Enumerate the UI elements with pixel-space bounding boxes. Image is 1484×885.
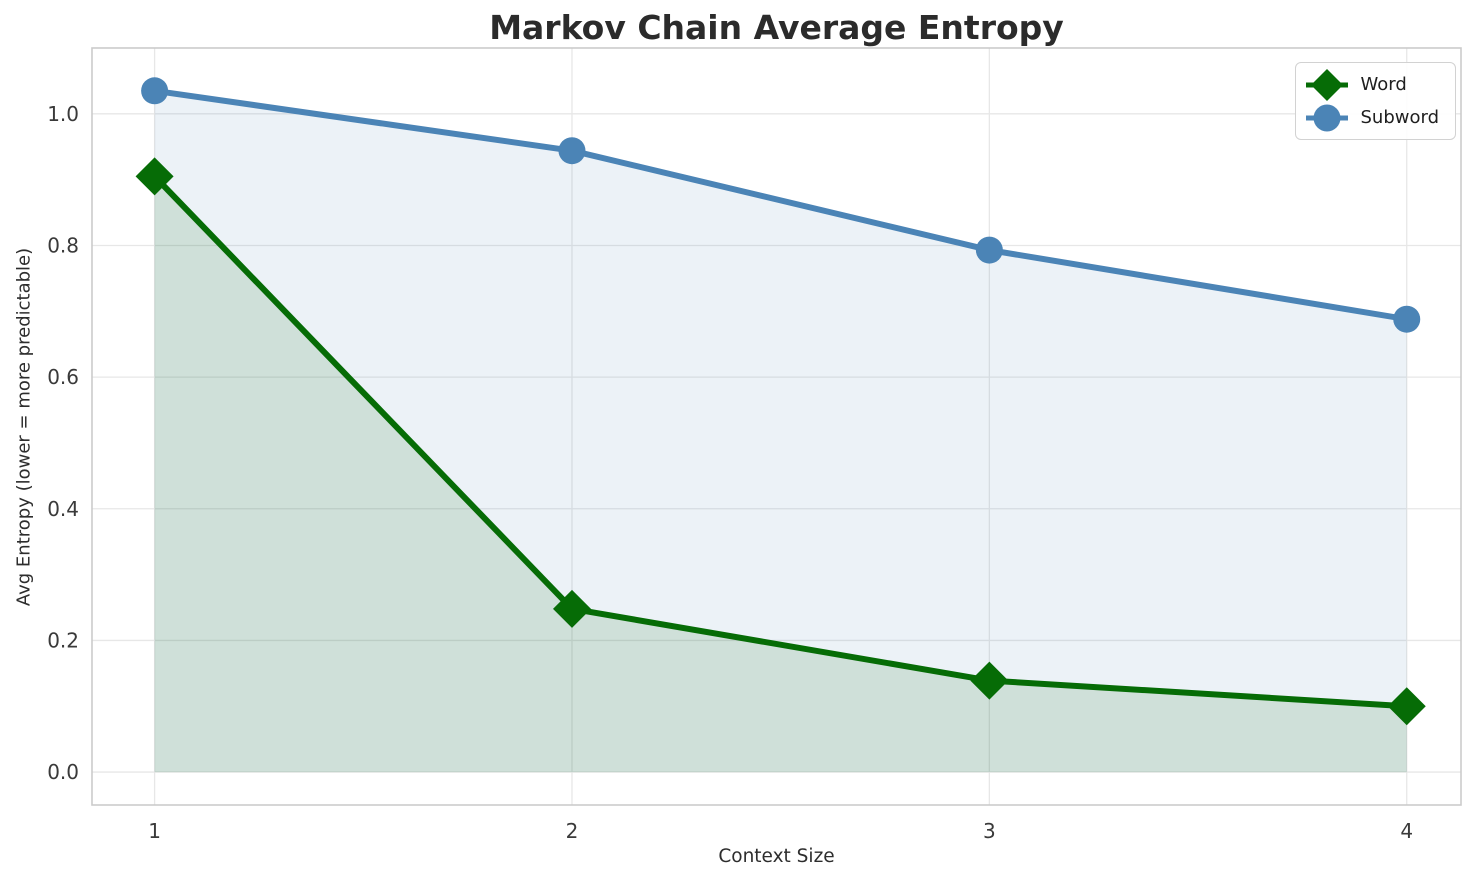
x-tick-label: 2: [566, 819, 579, 843]
x-tick-label: 1: [148, 819, 161, 843]
x-tick-label: 3: [983, 819, 996, 843]
x-axis-label: Context Size: [718, 846, 835, 867]
word-line: [151, 173, 1410, 710]
y-tick-label: 0.2: [47, 628, 79, 652]
word-data-point: [970, 661, 1009, 700]
plot-border: [91, 47, 1462, 806]
subword-data-point: [141, 77, 169, 105]
x-tick-label: 4: [1400, 819, 1413, 843]
subword-series-icon: [1306, 104, 1349, 131]
word-area-fill: [154, 176, 1407, 773]
legend-item-word: Word: [1304, 68, 1439, 101]
y-tick-label: 0.0: [47, 760, 79, 784]
word-data-point: [1387, 687, 1426, 726]
circle-marker-icon: [1313, 104, 1341, 131]
chart-title: Markov Chain Average Entropy: [489, 8, 1064, 47]
word-data-point: [135, 157, 174, 196]
y-tick-label: 0.6: [47, 365, 79, 389]
legend-label-word: Word: [1360, 74, 1407, 95]
y-tick-label: 1.0: [47, 102, 79, 126]
subword-data-point: [975, 236, 1003, 264]
word-data-point: [552, 589, 591, 628]
y-tick-label: 0.4: [47, 497, 79, 521]
legend-label-subword: Subword: [1360, 107, 1439, 128]
subword-area-fill: [154, 90, 1407, 773]
subword-data-point: [558, 137, 586, 165]
subword-data-point: [1393, 305, 1421, 333]
subword-line: [151, 87, 1410, 323]
diamond-marker-icon: [1311, 68, 1344, 101]
legend-item-subword: Subword: [1304, 101, 1439, 134]
y-tick-label: 0.8: [47, 233, 79, 257]
legend: Word Subword: [1295, 62, 1456, 140]
word-series-icon: [1306, 68, 1349, 101]
